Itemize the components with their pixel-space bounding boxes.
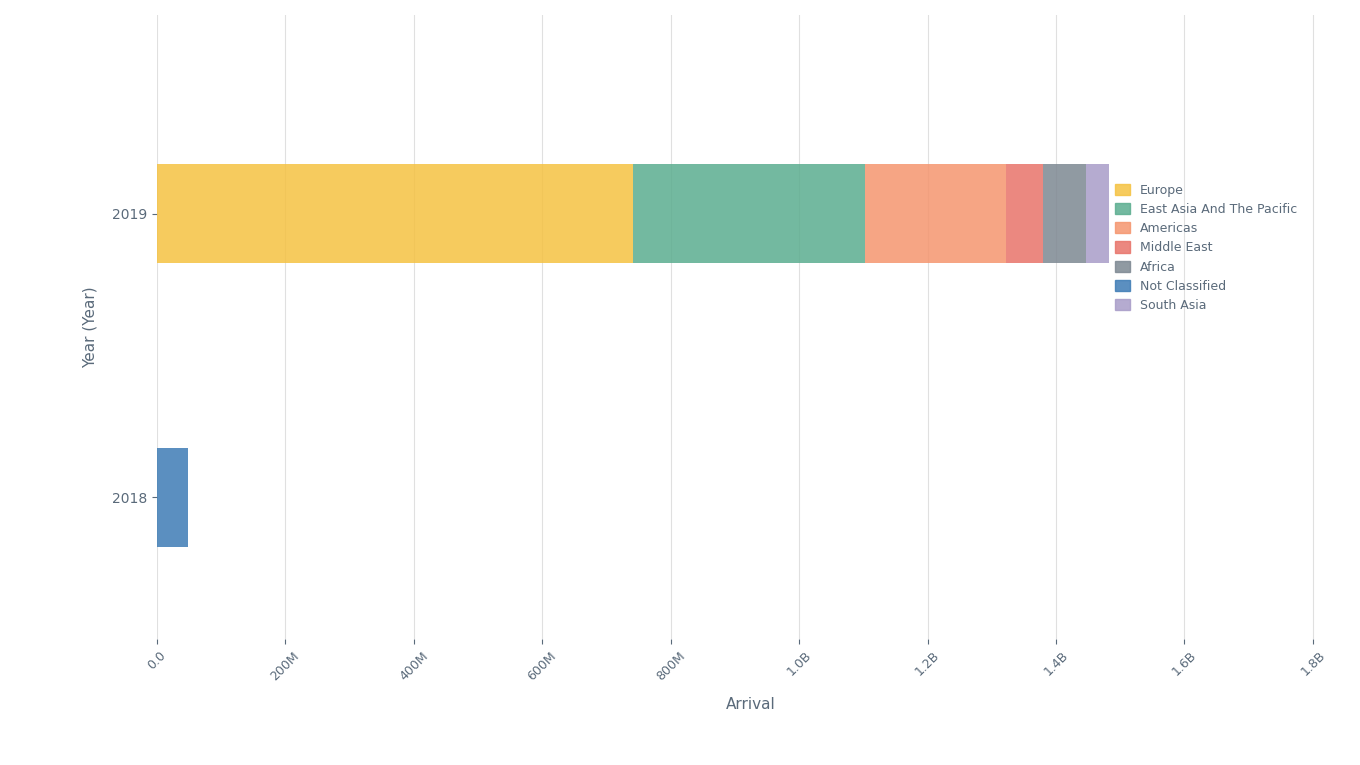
Bar [1043, 164, 1087, 263]
Bar [865, 164, 1006, 263]
Bar [156, 164, 634, 263]
Y-axis label: Year (Year): Year (Year) [83, 286, 98, 368]
Legend: Europe, East Asia And The Pacific, Americas, Middle East, Africa, Not Classified: Europe, East Asia And The Pacific, Ameri… [1108, 177, 1303, 318]
Bar [1087, 164, 1108, 263]
X-axis label: Arrival: Arrival [726, 697, 775, 711]
Bar [156, 448, 188, 547]
Bar [634, 164, 865, 263]
Bar [1006, 164, 1043, 263]
